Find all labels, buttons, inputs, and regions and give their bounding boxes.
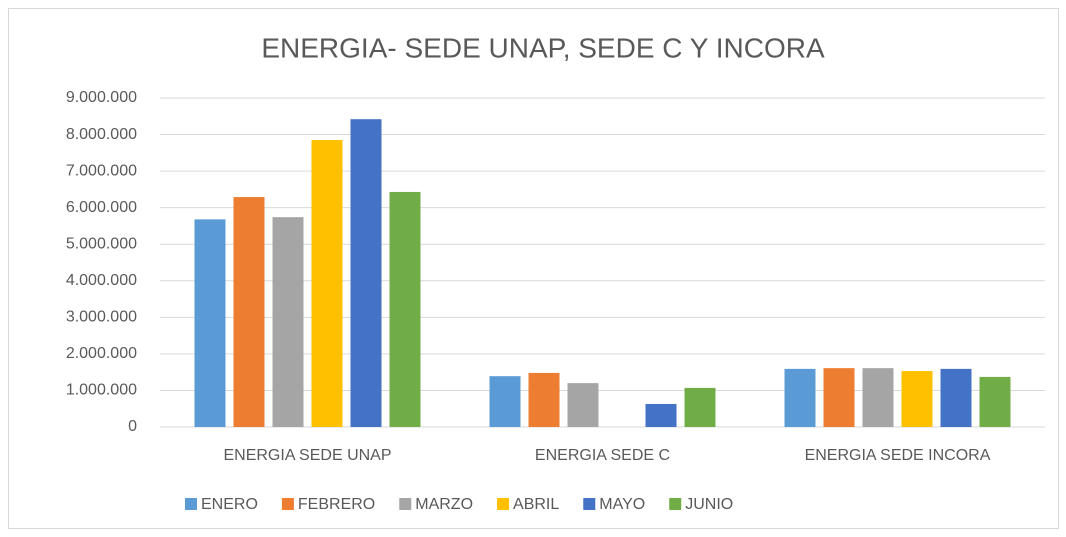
bar	[272, 217, 304, 427]
bar	[350, 119, 382, 428]
legend-swatch	[583, 498, 596, 510]
x-tick-label: ENERGIA SEDE INCORA	[805, 447, 991, 464]
bar	[901, 371, 933, 427]
y-tick-label: 8.000.000	[66, 126, 137, 143]
bar	[862, 368, 894, 427]
chart-title: ENERGIA- SEDE UNAP, SEDE C Y INCORA	[261, 32, 825, 63]
bar	[684, 387, 716, 427]
legend-swatch	[399, 498, 412, 510]
y-tick-label: 7.000.000	[66, 162, 137, 179]
y-tick-label: 5.000.000	[66, 235, 137, 252]
legend-label: MARZO	[415, 496, 473, 513]
bar	[389, 191, 421, 427]
y-tick-label: 0	[128, 418, 137, 435]
bar	[528, 372, 560, 427]
legend-label: ENERO	[201, 496, 258, 513]
y-tick-label: 2.000.000	[66, 345, 137, 362]
bar	[567, 383, 599, 427]
legend-label: FEBRERO	[298, 496, 375, 513]
y-tick-label: 6.000.000	[66, 199, 137, 216]
bar	[194, 219, 226, 427]
bar	[311, 140, 343, 428]
bar	[489, 376, 521, 427]
legend-swatch	[669, 498, 682, 510]
y-tick-label: 3.000.000	[66, 309, 137, 326]
bar	[645, 403, 677, 427]
legend-swatch	[185, 498, 197, 510]
bar	[940, 368, 972, 427]
bar	[979, 376, 1011, 427]
y-tick-label: 1.000.000	[66, 382, 137, 399]
y-tick-label: 4.000.000	[66, 272, 137, 289]
y-tick-label: 9.000.000	[66, 89, 137, 106]
x-tick-label: ENERGIA SEDE UNAP	[223, 447, 391, 464]
legend-label: ABRIL	[513, 496, 559, 513]
x-tick-label: ENERGIA SEDE C	[535, 447, 670, 464]
bar	[233, 197, 265, 427]
bar	[784, 368, 816, 427]
bar	[823, 368, 855, 427]
legend-swatch	[281, 498, 294, 510]
chart-border	[8, 8, 1059, 529]
legend-label: JUNIO	[685, 496, 733, 513]
legend-swatch	[497, 498, 510, 510]
legend-label: MAYO	[599, 496, 645, 513]
